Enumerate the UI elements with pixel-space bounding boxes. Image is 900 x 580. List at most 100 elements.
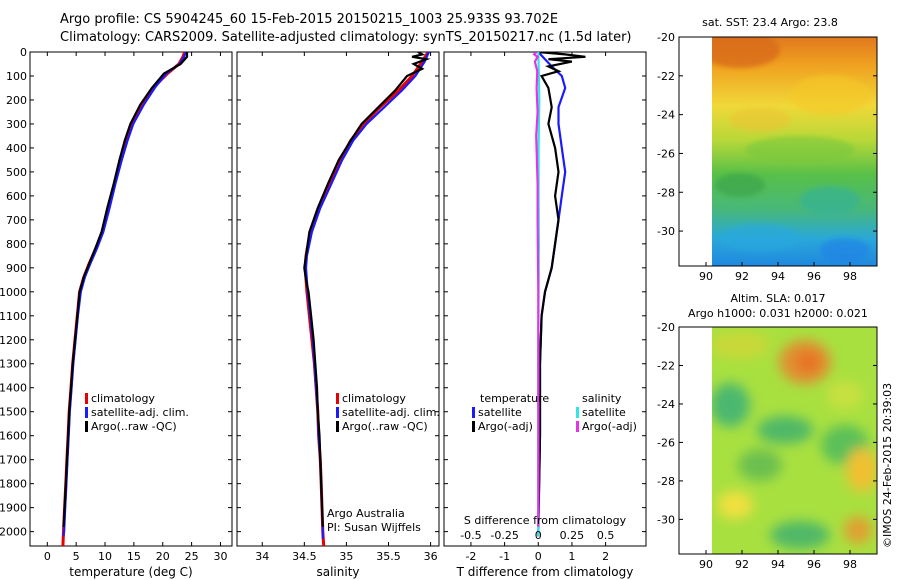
map-y-tick-label: -20 — [657, 321, 675, 334]
map-y-tick-label: -30 — [657, 225, 675, 238]
y-tick-label: 1900 — [0, 502, 27, 515]
series-line-argo-raw-qc- — [62, 52, 189, 527]
x-tick-label: 0 — [535, 550, 542, 563]
y-tick-label: 1600 — [0, 430, 27, 443]
x-tick-label: 20 — [156, 550, 170, 563]
argo-australia-label: Argo Australia — [327, 507, 405, 520]
temperature-legend-swatch — [85, 393, 88, 404]
diff-legend-label: Argo(-adj) — [582, 420, 637, 433]
map-title-sla: Argo h1000: 0.031 h2000: 0.021 — [688, 307, 868, 320]
salinity-legend-label: satellite-adj. clim. — [342, 406, 440, 419]
x-tick-label: 35 — [339, 550, 353, 563]
diff-legend-label: satellite — [582, 406, 626, 419]
map-y-tick-label: -28 — [657, 186, 675, 199]
x-tick-label: 15 — [127, 550, 141, 563]
y-tick-label: 2000 — [0, 526, 27, 539]
x-tick-label: 25 — [185, 550, 199, 563]
map-x-tick-label: 96 — [807, 270, 821, 283]
y-tick-label: 500 — [6, 166, 27, 179]
salinity-legend-label: climatology — [342, 392, 406, 405]
x-tick-label-top: 0.5 — [597, 529, 615, 542]
x-tick-label-top: 0.25 — [560, 529, 585, 542]
x-tick-label: 0 — [44, 550, 51, 563]
y-tick-label: 1500 — [0, 406, 27, 419]
y-tick-label: 1400 — [0, 382, 27, 395]
diff-legend-swatch — [472, 407, 475, 418]
x-tick-label: 30 — [213, 550, 227, 563]
x-tick-label: 5 — [73, 550, 80, 563]
x-tick-label: -1 — [499, 550, 510, 563]
temperature-legend-label: Argo(..raw -QC) — [91, 420, 177, 433]
y-tick-label: 600 — [6, 190, 27, 203]
y-tick-label: 1300 — [0, 358, 27, 371]
sst-map-image — [712, 37, 877, 266]
diff-legend-swatch — [576, 407, 579, 418]
map-y-tick-label: -26 — [657, 147, 675, 160]
y-tick-label: 400 — [6, 142, 27, 155]
map-x-tick-label: 90 — [699, 270, 713, 283]
temperature-legend-swatch — [85, 421, 88, 432]
x-axis-label-top-salinity-diff: S difference from climatology — [464, 514, 627, 527]
y-tick-label: 1700 — [0, 454, 27, 467]
y-tick-label: 800 — [6, 238, 27, 251]
map-y-tick-label: -26 — [657, 436, 675, 449]
climatology-title: Climatology: CARS2009. Satellite-adjuste… — [60, 30, 632, 45]
pi-name-label: PI: Susan Wijffels — [327, 521, 421, 534]
y-tick-label: 300 — [6, 118, 27, 131]
x-tick-label: 1 — [568, 550, 575, 563]
map-x-tick-label: 92 — [735, 270, 749, 283]
map-x-tick-label: 94 — [771, 558, 785, 571]
x-tick-label: 34.5 — [292, 550, 317, 563]
x-tick-label: 10 — [98, 550, 112, 563]
map-blank-area — [679, 37, 712, 266]
map-x-tick-label: 90 — [699, 558, 713, 571]
temperature-legend-label: satellite-adj. clim. — [91, 406, 189, 419]
x-tick-label: 2 — [602, 550, 609, 563]
map-title-sst: sat. SST: 23.4 Argo: 23.8 — [702, 16, 838, 29]
map-title-sla: Altim. SLA: 0.017 — [730, 292, 825, 305]
y-tick-label: 1800 — [0, 478, 27, 491]
map-x-tick-label: 98 — [843, 270, 857, 283]
map-blank-area — [679, 327, 712, 554]
y-tick-label: 700 — [6, 214, 27, 227]
x-tick-label: 34 — [255, 550, 269, 563]
map-x-tick-label: 98 — [843, 558, 857, 571]
salinity-legend-label: Argo(..raw -QC) — [342, 420, 428, 433]
map-y-tick-label: -30 — [657, 513, 675, 526]
y-tick-label: 1200 — [0, 334, 27, 347]
x-tick-label: 36 — [424, 550, 438, 563]
x-tick-label-top: -0.5 — [460, 529, 481, 542]
map-y-tick-label: -22 — [657, 70, 675, 83]
y-tick-label: 1100 — [0, 310, 27, 323]
diff-legend-label: Argo(-adj) — [478, 420, 533, 433]
panel-frame-salinity — [236, 51, 440, 547]
salinity-legend-swatch — [336, 407, 339, 418]
diff-legend-swatch — [472, 421, 475, 432]
legend-heading-salinity: salinity — [582, 392, 622, 405]
legend-heading-temperature: temperature — [480, 392, 549, 405]
panel-frame-temperature — [29, 51, 233, 547]
x-tick-label-top: -0.25 — [490, 529, 518, 542]
map-y-tick-label: -24 — [657, 398, 675, 411]
chart-layer: 0100200300400500600700800900100011001200… — [0, 16, 878, 579]
profile-title: Argo profile: CS 5904245_60 15-Feb-2015 … — [60, 12, 559, 27]
y-tick-label: 100 — [6, 70, 27, 83]
map-x-tick-label: 92 — [735, 558, 749, 571]
map-x-tick-label: 96 — [807, 558, 821, 571]
map-y-tick-label: -24 — [657, 109, 675, 122]
series-line-salinity-argo-adj- — [532, 52, 540, 527]
y-tick-label: 900 — [6, 262, 27, 275]
temperature-legend-swatch — [85, 407, 88, 418]
x-tick-label-top: 0 — [535, 529, 542, 542]
map-y-tick-label: -20 — [657, 31, 675, 44]
sla-map-image — [712, 327, 877, 554]
x-axis-label-temperature: temperature (deg C) — [69, 565, 192, 579]
y-tick-label: 0 — [20, 46, 27, 59]
salinity-legend-swatch — [336, 393, 339, 404]
x-axis-label-difference: T difference from climatology — [456, 565, 634, 579]
series-line-temperature-argo-adj- — [537, 52, 586, 527]
x-tick-label: 35.5 — [376, 550, 401, 563]
x-tick-label: -2 — [465, 550, 476, 563]
diff-legend-swatch — [576, 421, 579, 432]
temperature-legend-label: climatology — [91, 392, 155, 405]
